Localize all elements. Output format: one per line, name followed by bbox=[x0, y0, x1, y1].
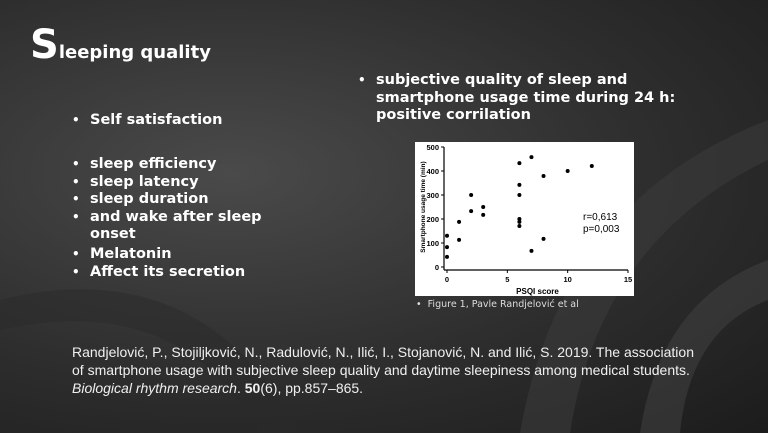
point bbox=[481, 205, 486, 209]
figure-caption: • Figure 1, Pavle Randjelović et al bbox=[416, 299, 579, 310]
y-tick-label: 0 bbox=[435, 263, 439, 272]
bullet: sleep latency bbox=[72, 174, 272, 192]
point bbox=[481, 212, 486, 217]
annotation: p=0,003 bbox=[583, 224, 620, 235]
point bbox=[529, 248, 534, 253]
volume: 50 bbox=[244, 380, 261, 396]
bullet: and wake after sleep onset bbox=[72, 209, 272, 244]
point bbox=[529, 155, 534, 160]
point bbox=[517, 161, 522, 166]
citation-text: (6), pp.857–865. bbox=[260, 380, 364, 396]
point bbox=[565, 169, 570, 173]
point bbox=[589, 163, 594, 168]
scatter-chart: 0 100 200 300 400 500 0 5 10 15 PSQI score Smartpho… bbox=[415, 142, 634, 296]
bullet: subjective quality of sleep and smartpho… bbox=[358, 72, 688, 125]
x-tick-label: 15 bbox=[624, 275, 632, 284]
citation-text: . bbox=[236, 380, 245, 396]
x-axis-label: PSQI score bbox=[516, 287, 559, 296]
bullet-list: sleep efficiency sleep latency sleep dur… bbox=[72, 156, 272, 244]
point bbox=[445, 233, 449, 238]
x-tick-label: 0 bbox=[445, 275, 449, 284]
point bbox=[517, 193, 522, 197]
y-tick-label: 200 bbox=[426, 215, 439, 224]
bullet-list: Self satisfaction bbox=[72, 112, 272, 130]
slide-title: Sleeping quality bbox=[30, 22, 211, 68]
y-axis-label: Smartphone usage time (min) bbox=[420, 161, 427, 252]
point bbox=[445, 245, 449, 250]
citation-text: Randjelović, P., Stojiljković, N., Radul… bbox=[72, 344, 694, 378]
x-tick-label: 10 bbox=[563, 275, 571, 284]
point bbox=[541, 174, 546, 179]
point bbox=[457, 237, 462, 242]
point bbox=[517, 182, 522, 187]
bullet-list: Melatonin Affect its secretion bbox=[72, 246, 272, 281]
y-tick-label: 300 bbox=[426, 191, 439, 200]
journal: Biological rhythm research bbox=[72, 380, 237, 396]
bullet-list: subjective quality of sleep and smartpho… bbox=[358, 72, 688, 125]
point bbox=[445, 254, 449, 259]
point bbox=[457, 219, 462, 224]
bullet: Self satisfaction bbox=[72, 112, 272, 130]
y-tick-label: 100 bbox=[426, 239, 439, 248]
citation: Randjelović, P., Stojiljković, N., Radul… bbox=[72, 343, 702, 397]
bullet: sleep duration bbox=[72, 191, 272, 209]
y-tick-label: 500 bbox=[426, 143, 439, 152]
point bbox=[469, 193, 474, 197]
point bbox=[541, 236, 546, 241]
point bbox=[517, 217, 522, 221]
point bbox=[517, 219, 522, 224]
bullet: sleep efficiency bbox=[72, 156, 272, 174]
x-tick-label: 5 bbox=[505, 275, 509, 284]
annotation: r=0,613 bbox=[583, 212, 618, 223]
point bbox=[469, 209, 474, 214]
bullet: Melatonin bbox=[72, 246, 272, 264]
y-tick-label: 400 bbox=[426, 167, 439, 176]
point bbox=[517, 223, 522, 228]
bullet: Affect its secretion bbox=[72, 264, 272, 282]
caption-text: Figure 1, Pavle Randjelović et al bbox=[427, 299, 579, 310]
